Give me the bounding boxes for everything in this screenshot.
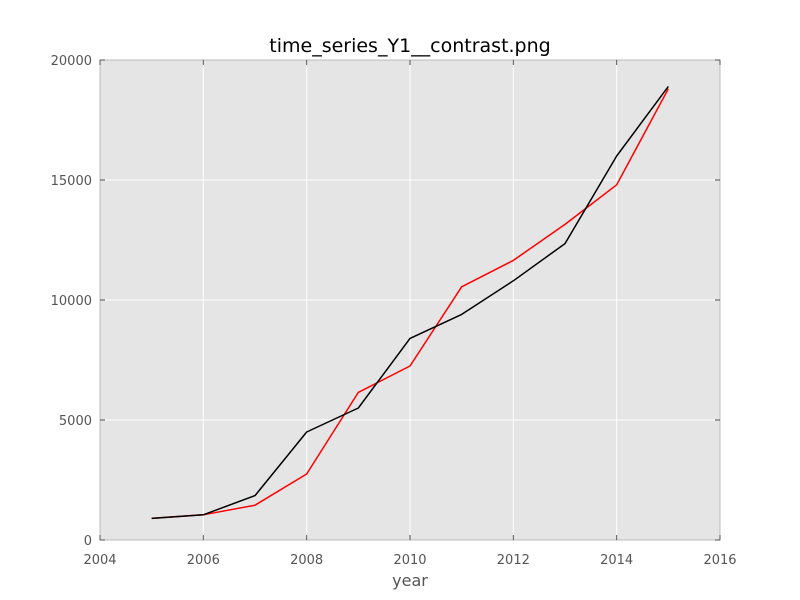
y-tick-label: 0 — [84, 534, 92, 549]
chart-title: time_series_Y1__contrast.png — [269, 35, 550, 57]
series-line-2 — [151, 85, 669, 520]
axis-ticks — [99, 59, 721, 541]
x-tick-label: 2006 — [187, 553, 220, 568]
y-tick-label: 5000 — [59, 414, 92, 429]
x-tick-label: 2014 — [600, 553, 633, 568]
x-tick-label: 2016 — [703, 553, 736, 568]
series-line-1 — [151, 88, 669, 520]
y-tick-label: 10000 — [51, 294, 92, 309]
x-tick-label: 2010 — [393, 553, 426, 568]
y-tick-labels: 0 5000 10000 15000 20000 — [51, 54, 92, 549]
x-tick-label: 2012 — [497, 553, 530, 568]
x-tick-labels: 2004 2006 2008 2010 2012 2014 2016 — [83, 553, 736, 568]
series-lines — [151, 85, 669, 520]
x-tick-label: 2004 — [83, 553, 116, 568]
x-tick-label: 2008 — [290, 553, 323, 568]
x-axis-label: year — [392, 571, 428, 590]
y-tick-label: 20000 — [51, 54, 92, 69]
y-tick-label: 15000 — [51, 174, 92, 189]
